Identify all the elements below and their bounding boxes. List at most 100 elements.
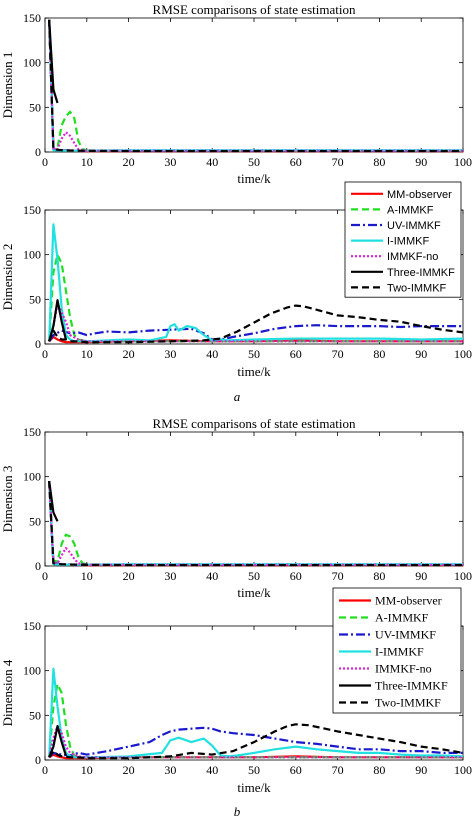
- x-tick-label: 30: [164, 763, 176, 777]
- x-tick-label: 80: [373, 155, 385, 169]
- y-axis-label: Dimension 1: [0, 52, 15, 119]
- chart-title: RMSE comparisons of state estimation: [153, 2, 356, 17]
- legend: MM-observer A-IMMKF UV-IMMKF I-IMMKF IMMKF-n…: [332, 587, 462, 714]
- x-tick-label: 30: [164, 155, 176, 169]
- x-axis-label: time/k: [237, 171, 271, 186]
- legend-label: MM-observer: [387, 189, 452, 201]
- series-line-three-immkf: [48, 299, 67, 342]
- x-tick-label: 20: [123, 763, 135, 777]
- chart-panel-3: 0 10 20 30 40 50 60 70 80 90 100 0 50 100 150 RMSE comp…: [0, 416, 472, 600]
- x-tick-label: 60: [290, 763, 302, 777]
- plot-area: [44, 431, 464, 567]
- chart-panel-1: 0 10 20 30 40 50 60 70 80 90 100 0 50 100 150 RMSE comp…: [0, 2, 472, 186]
- x-tick-label: 70: [332, 569, 344, 583]
- legend-label: Two-IMMKF: [387, 282, 447, 294]
- x-tick-label: 40: [206, 347, 218, 361]
- y-tick-label: 50: [29, 708, 41, 722]
- x-tick-label: 0: [42, 155, 48, 169]
- x-tick-label: 100: [454, 347, 472, 361]
- y-tick-label: 100: [23, 664, 41, 678]
- series-line-uv-immkf: [48, 726, 463, 759]
- x-tick-label: 100: [454, 763, 472, 777]
- y-tick-label: 0: [35, 753, 41, 767]
- series-line-two-immkf: [48, 481, 463, 567]
- x-tick-label: 0: [42, 569, 48, 583]
- series-line-a-immkf: [48, 481, 463, 566]
- x-tick-label: 80: [373, 763, 385, 777]
- y-tick-label: 150: [23, 11, 41, 25]
- y-tick-label: 50: [29, 292, 41, 306]
- chart-panel-2: 0 10 20 30 40 50 60 70 80 90 100 0 50 100 150 time/k Dim…: [0, 181, 472, 379]
- series-line-i-immkf: [48, 667, 464, 759]
- legend-label: UV-IMMKF: [375, 628, 436, 642]
- legend-label: Two-IMMKF: [375, 696, 441, 710]
- plot-area: [44, 17, 464, 153]
- y-axis-label: Dimension 3: [0, 466, 15, 533]
- x-tick-label: 70: [332, 155, 344, 169]
- x-tick-label: 70: [332, 763, 344, 777]
- y-tick-label: 50: [29, 100, 41, 114]
- series-line-three-immkf: [48, 724, 67, 758]
- y-tick-label: 150: [23, 203, 41, 217]
- y-axis-label: Dimension 2: [0, 244, 15, 311]
- panel-label-b: b: [234, 804, 241, 819]
- x-axis-label: time/k: [237, 364, 271, 379]
- x-tick-label: 20: [123, 569, 135, 583]
- x-tick-label: 50: [248, 763, 260, 777]
- x-tick-label: 90: [415, 763, 427, 777]
- legend-label: I-IMMKF: [375, 645, 424, 659]
- series-line-two-immkf: [48, 723, 464, 760]
- y-tick-label: 0: [35, 145, 41, 159]
- legend-label: MM-observer: [375, 594, 442, 608]
- x-tick-label: 60: [290, 347, 302, 361]
- x-tick-label: 100: [454, 155, 472, 169]
- x-tick-label: 80: [373, 569, 385, 583]
- x-tick-label: 30: [164, 347, 176, 361]
- panel-label-a: a: [234, 389, 241, 404]
- legend-label: A-IMMKF: [375, 611, 429, 625]
- x-tick-label: 100: [454, 569, 472, 583]
- legend-label: Three-IMMKF: [387, 267, 455, 279]
- x-tick-label: 40: [206, 569, 218, 583]
- legend-label: UV-IMMKF: [387, 220, 441, 232]
- x-tick-label: 90: [415, 569, 427, 583]
- series-line-three-immkf: [48, 480, 59, 522]
- series-line-two-immkf: [48, 19, 463, 153]
- x-tick-label: 30: [164, 569, 176, 583]
- x-tick-label: 50: [248, 347, 260, 361]
- y-tick-label: 100: [23, 470, 41, 484]
- x-axis-label: time/k: [237, 585, 271, 600]
- y-tick-label: 150: [23, 425, 41, 439]
- y-tick-label: 0: [35, 559, 41, 573]
- x-tick-label: 40: [206, 763, 218, 777]
- y-tick-label: 150: [23, 619, 41, 633]
- series-line-i-immkf: [48, 223, 464, 343]
- x-tick-label: 60: [290, 569, 302, 583]
- y-tick-label: 50: [29, 514, 41, 528]
- y-tick-label: 100: [23, 56, 41, 70]
- chart-panel-4: 0 10 20 30 40 50 60 70 80 90 100 0 50 100 150 time/k Dim…: [0, 587, 472, 795]
- x-tick-label: 80: [373, 347, 385, 361]
- y-tick-label: 0: [35, 337, 41, 351]
- x-tick-label: 20: [123, 347, 135, 361]
- chart-title: RMSE comparisons of state estimation: [153, 416, 356, 431]
- x-tick-label: 70: [332, 347, 344, 361]
- y-axis-label: Dimension 4: [0, 659, 15, 726]
- legend-label: Three-IMMKF: [375, 679, 448, 693]
- legend-label: IMMKF-no: [375, 662, 432, 676]
- x-tick-label: 90: [415, 155, 427, 169]
- x-tick-label: 20: [123, 155, 135, 169]
- x-tick-label: 90: [415, 347, 427, 361]
- series-line-a-immkf: [48, 253, 463, 343]
- x-tick-label: 0: [42, 763, 48, 777]
- series-line-immkf-no: [48, 302, 463, 343]
- x-tick-label: 10: [81, 347, 93, 361]
- x-tick-label: 50: [248, 569, 260, 583]
- x-tick-label: 10: [81, 569, 93, 583]
- legend-label: IMMKF-no: [387, 251, 438, 263]
- x-axis-label: time/k: [237, 780, 271, 795]
- x-tick-label: 0: [42, 347, 48, 361]
- legend: MM-observer A-IMMKF UV-IMMKF I-IMMKF IMMKF-n…: [344, 181, 462, 298]
- series-line-immkf-no: [48, 483, 463, 566]
